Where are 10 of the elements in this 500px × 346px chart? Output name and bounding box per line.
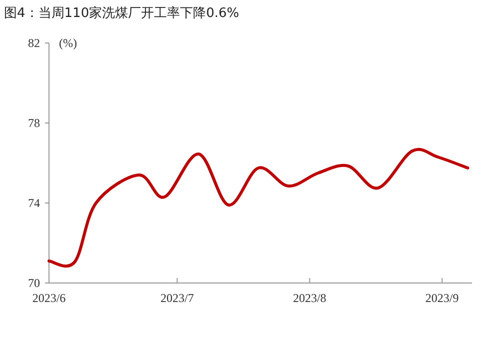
title: 图4：当周110家洗煤厂开工率下降0.6% — [4, 6, 240, 21]
y-tick-label: 78 — [28, 116, 40, 130]
x-tick-label: 2023/6 — [32, 291, 66, 305]
y-tick-label: 82 — [28, 36, 40, 50]
y-axis-title: (%) — [59, 36, 77, 50]
x-tick-label: 2023/9 — [425, 291, 459, 305]
y-tick-label: 70 — [28, 276, 40, 290]
x-tick-label: 2023/7 — [160, 291, 194, 305]
y-tick-label: 74 — [28, 196, 40, 210]
x-tick-label: 2023/8 — [292, 291, 326, 305]
